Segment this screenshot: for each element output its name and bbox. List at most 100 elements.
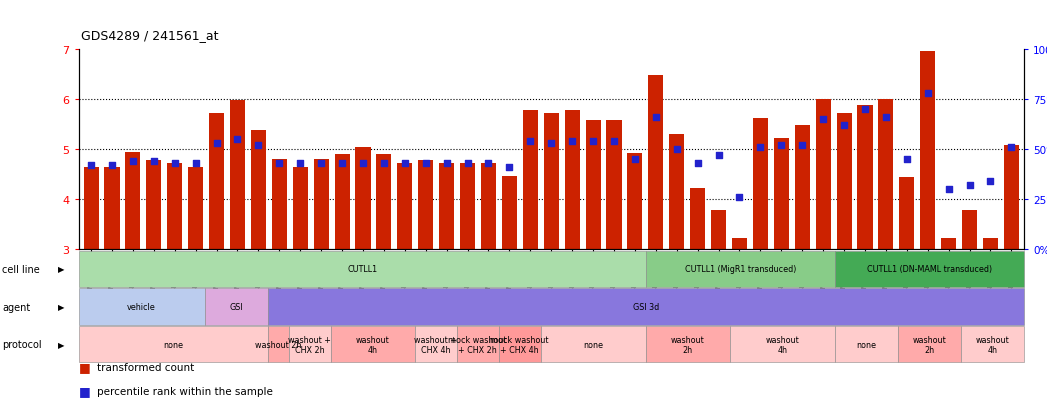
Point	[542, 140, 559, 147]
Point	[146, 159, 162, 165]
Bar	[105, 167, 119, 250]
Point	[187, 160, 204, 167]
Point	[794, 142, 810, 149]
Bar	[1004, 146, 1019, 250]
Text: ■: ■	[79, 384, 90, 397]
Point	[961, 183, 978, 189]
Text: percentile rank within the sample: percentile rank within the sample	[97, 386, 273, 396]
Point	[773, 142, 789, 149]
Bar	[543, 114, 559, 250]
Point	[752, 145, 768, 151]
Point	[919, 90, 936, 97]
Point	[166, 160, 183, 167]
Point	[481, 160, 497, 167]
Text: agent: agent	[2, 302, 30, 312]
Bar	[627, 153, 643, 250]
Text: GSI 3d: GSI 3d	[632, 302, 659, 311]
Bar	[293, 167, 308, 250]
Text: CUTLL1 (DN-MAML transduced): CUTLL1 (DN-MAML transduced)	[867, 265, 992, 274]
Bar	[335, 155, 350, 250]
Point	[397, 160, 414, 167]
Bar	[962, 211, 977, 250]
Bar	[941, 239, 956, 250]
Point	[856, 107, 873, 113]
Text: none: none	[856, 340, 876, 349]
Bar	[522, 111, 538, 250]
Text: washout 2h: washout 2h	[254, 340, 302, 349]
Text: washout
2h: washout 2h	[913, 335, 946, 354]
Bar	[168, 163, 182, 250]
Text: vehicle: vehicle	[127, 302, 156, 311]
Bar	[188, 167, 203, 250]
Point	[208, 140, 225, 147]
Text: ▶: ▶	[58, 302, 64, 311]
Text: washout
4h: washout 4h	[356, 335, 389, 354]
Point	[815, 116, 831, 123]
Point	[731, 195, 748, 201]
Text: ▶: ▶	[58, 340, 64, 349]
Bar	[648, 76, 664, 250]
Point	[502, 164, 518, 171]
Text: GDS4289 / 241561_at: GDS4289 / 241561_at	[81, 29, 218, 42]
Bar	[502, 176, 517, 250]
Bar	[899, 177, 914, 250]
Point	[1003, 145, 1020, 151]
Point	[125, 159, 141, 165]
Text: none: none	[163, 340, 183, 349]
Point	[877, 114, 894, 121]
Bar	[209, 114, 224, 250]
Point	[83, 162, 99, 169]
Text: mock washout
+ CHX 2h: mock washout + CHX 2h	[448, 335, 507, 354]
Bar	[564, 111, 580, 250]
Bar	[690, 189, 706, 250]
Bar	[418, 161, 433, 250]
Bar	[983, 239, 998, 250]
Bar	[397, 163, 413, 250]
Text: mock washout
+ CHX 4h: mock washout + CHX 4h	[490, 335, 549, 354]
Point	[940, 187, 957, 193]
Bar	[272, 160, 287, 250]
Point	[229, 136, 246, 143]
Point	[647, 114, 664, 121]
Bar	[84, 167, 98, 250]
Point	[334, 160, 351, 167]
Point	[522, 138, 539, 145]
Bar	[795, 126, 809, 250]
Bar	[585, 121, 601, 250]
Point	[460, 160, 476, 167]
Point	[982, 178, 999, 185]
Point	[439, 160, 455, 167]
Point	[626, 157, 643, 163]
Bar	[251, 131, 266, 250]
Bar	[878, 100, 893, 250]
Text: washout
4h: washout 4h	[976, 335, 1009, 354]
Text: CUTLL1: CUTLL1	[348, 265, 377, 274]
Text: washout
4h: washout 4h	[765, 335, 799, 354]
Text: transformed count: transformed count	[97, 362, 195, 372]
Point	[355, 160, 372, 167]
Text: ■: ■	[79, 360, 90, 373]
Text: GSI: GSI	[229, 302, 243, 311]
Bar	[669, 135, 685, 250]
Point	[292, 160, 309, 167]
Point	[271, 160, 288, 167]
Text: cell line: cell line	[2, 264, 40, 274]
Bar	[606, 121, 622, 250]
Text: protocol: protocol	[2, 339, 42, 349]
Point	[710, 152, 727, 159]
Bar	[230, 101, 245, 250]
Bar	[481, 163, 496, 250]
Text: washout
2h: washout 2h	[671, 335, 705, 354]
Bar	[147, 161, 161, 250]
Point	[668, 147, 685, 153]
Text: CUTLL1 (MigR1 transduced): CUTLL1 (MigR1 transduced)	[685, 265, 796, 274]
Bar	[314, 160, 329, 250]
Bar	[857, 106, 872, 250]
Bar	[460, 163, 475, 250]
Bar	[774, 139, 788, 250]
Bar	[753, 119, 767, 250]
Bar	[837, 114, 851, 250]
Bar	[439, 163, 454, 250]
Point	[584, 138, 601, 145]
Point	[376, 160, 393, 167]
